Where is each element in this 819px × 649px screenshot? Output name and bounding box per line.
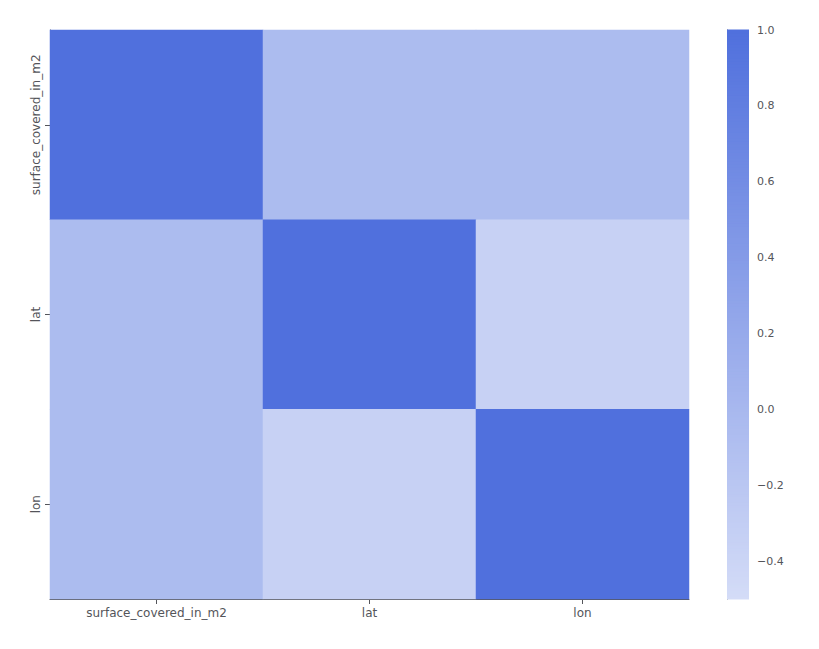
svg-text:0.6: 0.6 (757, 175, 775, 188)
svg-text:lat: lat (362, 606, 378, 620)
svg-text:−0.2: −0.2 (757, 479, 784, 492)
svg-text:lon: lon (573, 606, 591, 620)
svg-text:0.2: 0.2 (757, 327, 775, 340)
svg-text:lat: lat (29, 307, 43, 323)
svg-text:0.8: 0.8 (757, 99, 775, 112)
svg-text:1.0: 1.0 (757, 24, 775, 37)
svg-text:lon: lon (29, 495, 43, 513)
svg-text:0.4: 0.4 (757, 251, 775, 264)
svg-text:surface_covered_in_m2: surface_covered_in_m2 (29, 54, 43, 195)
svg-text:−0.4: −0.4 (757, 555, 784, 568)
svg-text:surface_covered_in_m2: surface_covered_in_m2 (86, 606, 227, 620)
svg-text:0.0: 0.0 (757, 403, 775, 416)
